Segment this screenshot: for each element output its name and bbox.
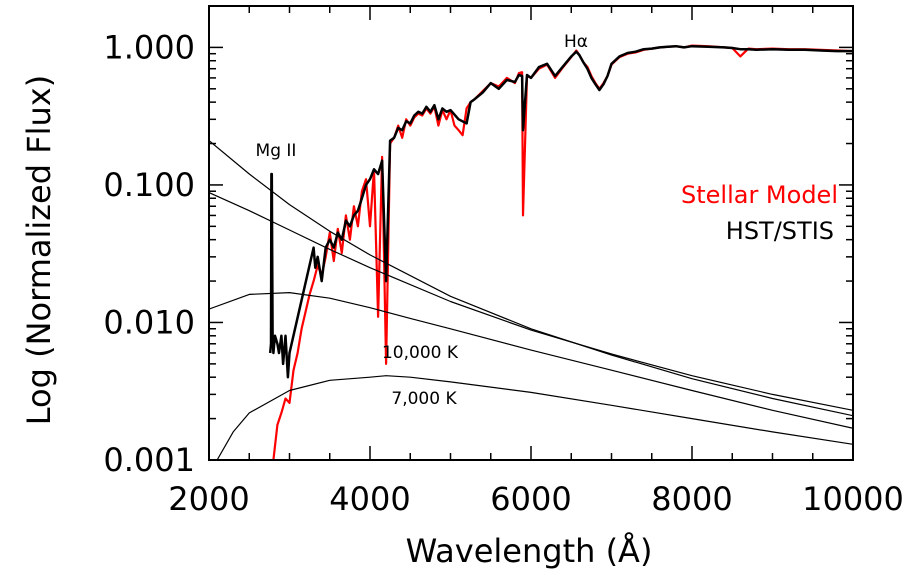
- x-tick-label: 6000: [490, 480, 571, 518]
- y-axis-title: Log (Normalized Flux): [20, 75, 58, 425]
- annotation-10000k: 10,000 K: [382, 343, 459, 363]
- y-tick-label: 0.010: [103, 303, 195, 341]
- y-tick-label: 1.000: [103, 28, 195, 66]
- series-blackbody-curve-2: [209, 192, 853, 411]
- annotation-7000k: 7,000 K: [391, 389, 457, 409]
- x-axis-title: Wavelength (Å): [406, 532, 653, 570]
- series-blackbody-curve-4: [216, 375, 853, 460]
- x-tick-label: 10000: [802, 480, 904, 518]
- x-tick-label: 2000: [168, 480, 249, 518]
- x-tick-label: 8000: [651, 480, 732, 518]
- y-tick-label: 0.001: [103, 441, 195, 479]
- y-tick-label: 0.100: [103, 166, 195, 204]
- annotation-mg-ii: Mg II: [256, 141, 297, 161]
- series-hst-stis: [268, 44, 853, 379]
- series-blackbody-curve-1: [209, 140, 853, 417]
- legend-stellar-model: Stellar Model: [681, 181, 838, 209]
- annotation-h-alpha: Hα: [564, 32, 588, 52]
- legend-hst-stis: HST/STIS: [726, 217, 834, 245]
- x-tick-label: 4000: [329, 480, 410, 518]
- series-blackbody-curve-3: [209, 292, 853, 429]
